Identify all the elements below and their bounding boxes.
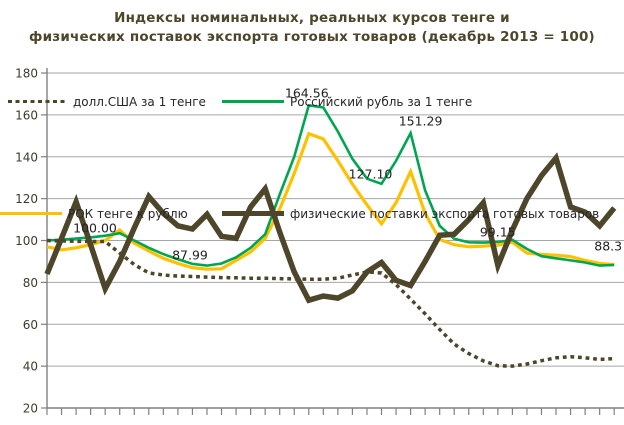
chart-title-line2: физических поставок экспорта готовых тов…	[29, 29, 595, 45]
series-line-0	[46, 238, 615, 368]
value-label: 164.56	[284, 85, 329, 101]
value-label: 99.15	[479, 224, 516, 240]
y-axis-tick-label: 140	[15, 150, 38, 164]
value-label: 88.3	[594, 238, 623, 254]
legend-item-rok: РОК тенге к рублю	[0, 206, 188, 221]
legend-item-usd: долл.США за 1 тенге	[8, 94, 206, 109]
legend-item-phys: физические поставки экспорта готовых тов…	[222, 206, 599, 221]
y-axis-tick-label: 120	[15, 192, 38, 206]
usd-dotted-line-marker	[8, 99, 67, 104]
legend-label-usd: долл.США за 1 тенге	[73, 94, 206, 109]
y-axis-tick-label: 100	[15, 234, 38, 248]
y-axis-ticks: 180 160 140 120 100 80 60 40 20	[15, 67, 47, 416]
y-axis-tick-label: 160	[15, 108, 38, 122]
y-axis-tick-label: 80	[23, 276, 38, 290]
legend-item-rub: Российский рубль за 1 тенге	[222, 94, 472, 109]
y-axis-tick-label: 40	[23, 360, 38, 374]
y-axis-tick-label: 180	[15, 67, 38, 81]
chart-title: Индексы номинальных, реальных курсов тен…	[0, 9, 624, 47]
series-line-1	[46, 103, 615, 267]
phys-line-marker	[222, 210, 284, 217]
x-axis-ticks	[46, 408, 615, 415]
gridlines	[47, 72, 624, 409]
series-line-3	[44, 152, 617, 304]
rok-line-marker	[0, 211, 62, 216]
legend-label-rok: РОК тенге к рублю	[68, 206, 188, 221]
rub-line-marker	[222, 100, 284, 103]
series-line-2	[46, 131, 615, 271]
y-axis-tick-label: 20	[23, 402, 38, 416]
legend-label-rub: Российский рубль за 1 тенге	[290, 94, 473, 109]
y-axis-tick-label: 60	[23, 318, 38, 332]
chart-title-line1: Индексы номинальных, реальных курсов тен…	[114, 10, 510, 26]
legend-label-phys: физические поставки экспорта готовых тов…	[290, 206, 600, 221]
value-label: 151.29	[398, 113, 443, 129]
value-label: 100.00	[73, 220, 117, 235]
value-label: 127.10	[348, 166, 393, 182]
value-label: 87.99	[172, 247, 208, 263]
